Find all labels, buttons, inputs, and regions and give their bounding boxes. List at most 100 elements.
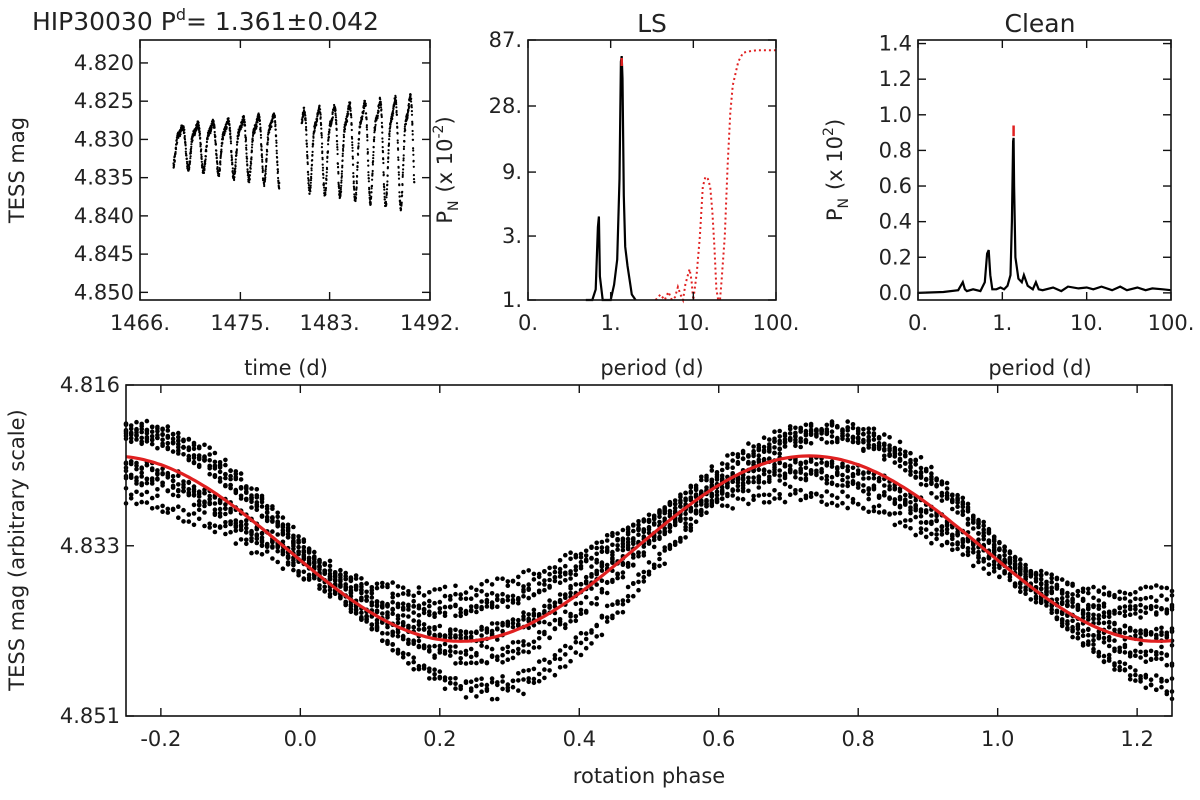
phase-point (646, 572, 652, 577)
lightcurve-point (261, 167, 264, 170)
phase-point (866, 496, 871, 502)
lightcurve-point (321, 166, 325, 169)
phase-point (233, 469, 239, 474)
phase-point (960, 512, 966, 517)
lightcurve-point (251, 143, 254, 146)
phase-point (484, 660, 490, 665)
phase-point (699, 477, 704, 483)
phase-point (1122, 596, 1128, 601)
lightcurve-point (253, 131, 256, 134)
phase-point (390, 591, 396, 597)
phase-point (521, 584, 526, 589)
phase-point (1148, 585, 1154, 590)
phase-point (505, 644, 511, 650)
phase-point (829, 434, 835, 439)
phase-point (840, 461, 845, 467)
lightcurve-point (189, 157, 192, 160)
phase-point (855, 468, 861, 473)
phase-point (291, 524, 296, 530)
lightcurve-point (349, 109, 352, 112)
phase-point (777, 428, 782, 434)
lightcurve-point (304, 119, 307, 122)
phase-point (693, 483, 699, 489)
phase-point (929, 479, 934, 485)
phase-point (1112, 638, 1117, 643)
lightcurve-point (322, 183, 325, 186)
phase-point (463, 679, 469, 684)
phase-point (332, 591, 338, 596)
lightcurve-point (231, 167, 234, 170)
lightcurve-point (304, 122, 307, 125)
phase-point (1122, 650, 1128, 655)
phase-frame (125, 384, 1173, 717)
lightcurve-point (370, 195, 373, 198)
lightcurve-point (370, 187, 373, 190)
phase-point (578, 600, 584, 606)
phase-point (369, 595, 375, 600)
phase-point (186, 490, 192, 496)
lightcurve-point (354, 199, 357, 203)
phase-point (761, 448, 767, 453)
lightcurve-point (260, 153, 263, 156)
lightcurve-point (350, 116, 353, 119)
phase-point (463, 648, 469, 654)
phase-point (1143, 675, 1149, 680)
phase-point (437, 599, 443, 605)
phase-point (400, 591, 406, 596)
phase-point (317, 586, 322, 591)
lightcurve-point (340, 190, 343, 193)
ls-panel: 0. 1. 10. 100.1.3.9.28.87. LS period (d) PN… (431, 9, 799, 380)
phase-point (1138, 596, 1143, 602)
phase-point (725, 462, 730, 467)
phase-point (991, 559, 997, 564)
lightcurve-point (325, 178, 328, 181)
lightcurve-point (350, 128, 353, 132)
phase-point (651, 535, 657, 540)
lightcurve-point (338, 190, 341, 193)
phase-point (871, 504, 877, 510)
phase-point (840, 428, 845, 434)
lightcurve-point (366, 135, 369, 138)
phase-point (144, 436, 150, 442)
lightcurve-point (225, 126, 228, 129)
lightcurve-point (403, 134, 406, 137)
lightcurve-point (303, 111, 306, 114)
phase-point (1164, 662, 1170, 668)
lightcurve-point (178, 134, 182, 138)
phase-point (207, 493, 212, 499)
phase-point (181, 482, 186, 487)
phase-point (855, 436, 861, 441)
phase-point (814, 470, 819, 476)
lightcurve-point (374, 125, 377, 128)
phase-point (793, 457, 798, 463)
phase-point (223, 511, 228, 517)
phase-point (976, 524, 981, 530)
phase-point (505, 594, 511, 599)
clean-xtick-label: 0. (908, 311, 928, 335)
phase-point (155, 428, 160, 434)
lightcurve-point (273, 116, 276, 119)
phase-point (882, 510, 887, 515)
phase-point (395, 592, 401, 598)
phase-point (751, 497, 756, 503)
phase-point (986, 571, 992, 577)
lightcurve-point (361, 118, 364, 121)
phase-point (631, 523, 636, 528)
phase-point (1075, 635, 1081, 641)
lightcurve-point (374, 127, 377, 131)
phase-point (1117, 605, 1122, 611)
phase-point (808, 494, 814, 500)
phase-point (458, 629, 464, 634)
phase-point (510, 640, 516, 645)
phase-point (840, 464, 845, 470)
phase-point (259, 499, 265, 505)
phase-point (897, 489, 903, 494)
phase-point (244, 521, 249, 527)
phase-point (228, 473, 233, 479)
phase-point (1154, 656, 1159, 661)
phase-point (965, 549, 971, 554)
lightcurve-point (260, 145, 263, 148)
lightcurve-point (221, 141, 224, 144)
phase-point (552, 656, 558, 661)
lightcurve-point (401, 175, 404, 178)
